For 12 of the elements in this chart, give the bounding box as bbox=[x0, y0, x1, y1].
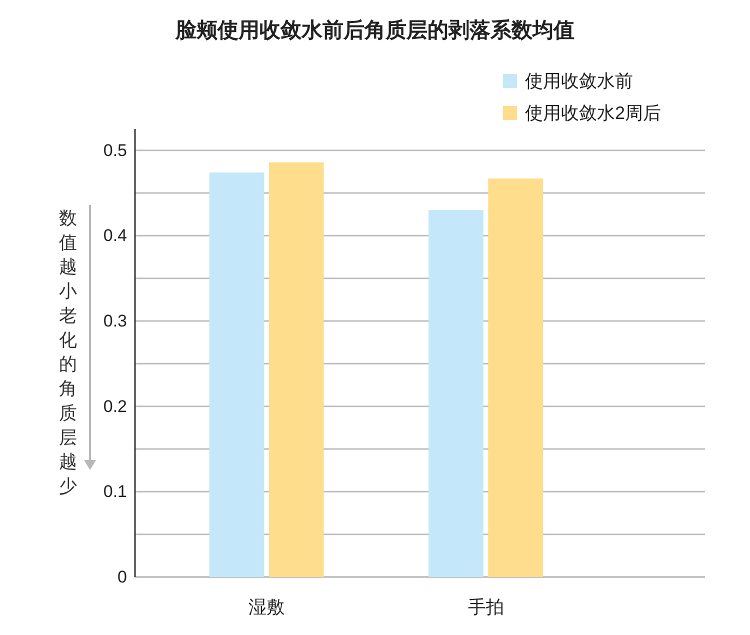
y-tick-label: 0.5 bbox=[103, 140, 127, 160]
y-tick-label: 0.3 bbox=[103, 312, 127, 330]
legend-label: 使用收敛水前 bbox=[525, 71, 633, 91]
x-tick-label: 湿敷 bbox=[248, 597, 285, 617]
ylabel: 数值越小老化的角质层越少 bbox=[59, 208, 77, 496]
legend-label: 使用收敛水2周后 bbox=[525, 103, 662, 123]
y-tick-label: 0.1 bbox=[103, 482, 127, 502]
y-tick-label: 0.2 bbox=[103, 396, 127, 416]
y-tick-label: 0 bbox=[118, 568, 127, 586]
y-tick-label: 0.4 bbox=[103, 226, 127, 246]
x-tick-label: 手拍 bbox=[468, 597, 504, 617]
title: 脸颊使用收敛水前后角质层的剥落系数均值 bbox=[176, 19, 574, 42]
